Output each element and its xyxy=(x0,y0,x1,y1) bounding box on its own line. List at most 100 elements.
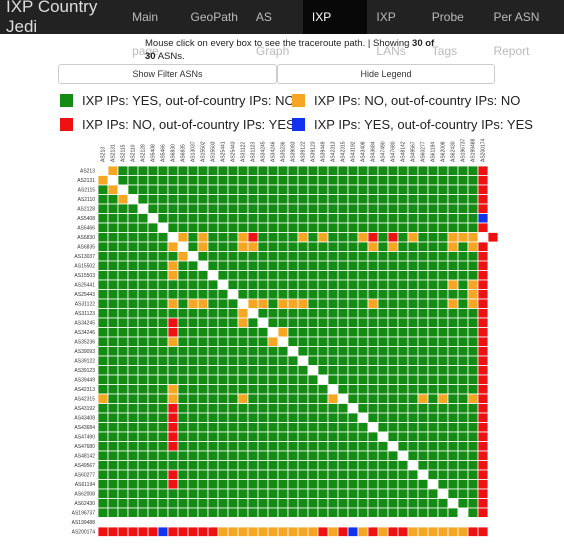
cell[interactable] xyxy=(347,460,359,471)
cell[interactable] xyxy=(137,336,149,347)
cell[interactable] xyxy=(167,431,179,442)
cell[interactable] xyxy=(277,403,289,414)
cell[interactable] xyxy=(347,241,359,252)
cell[interactable] xyxy=(387,498,399,509)
cell[interactable] xyxy=(407,260,419,271)
cell[interactable] xyxy=(307,403,319,414)
cell[interactable] xyxy=(257,507,269,518)
cell[interactable] xyxy=(267,213,279,224)
cell[interactable] xyxy=(247,213,259,224)
cell[interactable] xyxy=(147,241,159,252)
cell[interactable] xyxy=(97,526,109,537)
cell[interactable] xyxy=(467,365,479,376)
cell[interactable] xyxy=(297,251,309,262)
cell[interactable] xyxy=(97,365,109,376)
cell[interactable] xyxy=(177,450,189,461)
cell[interactable] xyxy=(377,298,389,309)
cell[interactable] xyxy=(297,327,309,338)
cell[interactable] xyxy=(107,298,119,309)
cell[interactable] xyxy=(197,374,209,385)
cell[interactable] xyxy=(167,165,179,176)
cell[interactable] xyxy=(367,203,379,214)
cell[interactable] xyxy=(167,460,179,471)
cell[interactable] xyxy=(237,308,249,319)
cell[interactable] xyxy=(127,460,139,471)
cell[interactable] xyxy=(177,251,189,262)
cell[interactable] xyxy=(157,346,169,357)
cell[interactable] xyxy=(167,184,179,195)
cell[interactable] xyxy=(327,374,339,385)
cell[interactable] xyxy=(397,241,409,252)
cell[interactable] xyxy=(147,365,159,376)
nav-item[interactable]: GeoPath xyxy=(190,10,238,24)
cell[interactable] xyxy=(237,165,249,176)
cell[interactable] xyxy=(337,422,349,433)
cell[interactable] xyxy=(367,232,379,243)
cell[interactable] xyxy=(207,327,219,338)
cell[interactable] xyxy=(327,460,339,471)
cell[interactable] xyxy=(427,355,439,366)
cell[interactable] xyxy=(127,384,139,395)
cell[interactable] xyxy=(207,165,219,176)
cell[interactable] xyxy=(97,222,109,233)
cell[interactable] xyxy=(207,232,219,243)
cell[interactable] xyxy=(147,298,159,309)
cell[interactable] xyxy=(97,441,109,452)
cell[interactable] xyxy=(137,317,149,328)
cell[interactable] xyxy=(417,336,429,347)
cell[interactable] xyxy=(267,365,279,376)
cell[interactable] xyxy=(457,403,469,414)
cell[interactable] xyxy=(227,498,239,509)
cell[interactable] xyxy=(257,412,269,423)
cell[interactable] xyxy=(157,498,169,509)
cell[interactable] xyxy=(107,327,119,338)
cell[interactable] xyxy=(107,412,119,423)
cell[interactable] xyxy=(167,450,179,461)
cell[interactable] xyxy=(367,241,379,252)
cell[interactable] xyxy=(407,327,419,338)
cell[interactable] xyxy=(107,279,119,290)
cell[interactable] xyxy=(247,184,259,195)
cell[interactable] xyxy=(387,422,399,433)
cell[interactable] xyxy=(327,450,339,461)
cell[interactable] xyxy=(127,203,139,214)
cell[interactable] xyxy=(117,203,129,214)
cell[interactable] xyxy=(307,184,319,195)
cell[interactable] xyxy=(337,412,349,423)
cell[interactable] xyxy=(287,526,299,537)
cell[interactable] xyxy=(137,165,149,176)
cell[interactable] xyxy=(127,412,139,423)
cell[interactable] xyxy=(427,260,439,271)
cell[interactable] xyxy=(367,412,379,423)
cell[interactable] xyxy=(127,175,139,186)
cell[interactable] xyxy=(207,251,219,262)
cell[interactable] xyxy=(337,298,349,309)
cell[interactable] xyxy=(327,184,339,195)
cell[interactable] xyxy=(437,241,449,252)
cell[interactable] xyxy=(477,308,489,319)
cell[interactable] xyxy=(387,346,399,357)
cell[interactable] xyxy=(327,289,339,300)
cell[interactable] xyxy=(147,479,159,490)
cell[interactable] xyxy=(307,270,319,281)
cell[interactable] xyxy=(437,327,449,338)
cell[interactable] xyxy=(317,469,329,480)
cell[interactable] xyxy=(457,194,469,205)
cell[interactable] xyxy=(277,232,289,243)
cell[interactable] xyxy=(217,184,229,195)
cell[interactable] xyxy=(147,450,159,461)
cell[interactable] xyxy=(397,403,409,414)
cell[interactable] xyxy=(237,488,249,499)
cell[interactable] xyxy=(467,317,479,328)
cell[interactable] xyxy=(467,260,479,271)
cell[interactable] xyxy=(127,232,139,243)
cell[interactable] xyxy=(337,308,349,319)
cell[interactable] xyxy=(287,355,299,366)
cell[interactable] xyxy=(267,222,279,233)
cell[interactable] xyxy=(147,289,159,300)
cell[interactable] xyxy=(127,289,139,300)
cell[interactable] xyxy=(227,213,239,224)
cell[interactable] xyxy=(247,251,259,262)
cell[interactable] xyxy=(447,374,459,385)
cell[interactable] xyxy=(477,412,489,423)
